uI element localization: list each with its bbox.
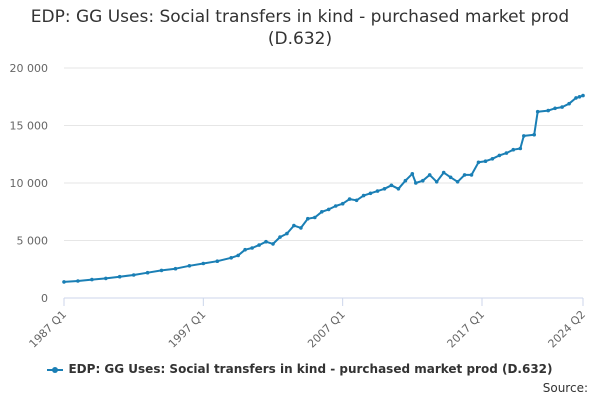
data-point	[532, 132, 536, 137]
data-point	[421, 178, 425, 183]
x-tick-labels: 1987 Q1 1997 Q1 2007 Q1 2017 Q1 2024 Q2	[27, 308, 589, 351]
data-point	[469, 173, 474, 177]
data-point	[535, 109, 540, 114]
data-point	[299, 226, 303, 230]
data-point	[131, 273, 136, 277]
data-point	[76, 279, 80, 283]
x-tick-label: 2017 Q1	[445, 308, 488, 351]
data-point	[581, 93, 585, 98]
data-point	[347, 197, 352, 201]
data-point	[567, 101, 571, 106]
source-label: Source:	[542, 381, 588, 395]
data-point	[257, 243, 261, 247]
x-tick-label: 2024 Q2	[546, 308, 589, 351]
data-point	[375, 189, 380, 193]
gridlines	[64, 67, 583, 241]
data-point	[455, 180, 460, 184]
data-point	[278, 235, 282, 239]
data-point	[560, 105, 564, 109]
data-point	[396, 187, 401, 191]
data-point	[159, 268, 164, 273]
data-point	[306, 216, 310, 221]
data-point	[250, 246, 254, 250]
data-point	[504, 151, 509, 155]
data-point	[117, 274, 122, 279]
data-point	[490, 157, 495, 161]
data-point	[389, 183, 394, 188]
x-tick-label: 1997 Q1	[166, 308, 209, 351]
data-point	[271, 242, 275, 246]
data-point	[173, 266, 178, 271]
legend-swatch	[47, 366, 64, 373]
data-point	[320, 210, 324, 214]
data-point	[462, 173, 467, 177]
data-point	[518, 146, 523, 151]
y-tick-label: 0	[41, 292, 48, 305]
x-tick-label: 2007 Q1	[305, 308, 348, 351]
data-point	[441, 170, 446, 175]
y-tick-label: 10 000	[10, 177, 49, 190]
data-point	[382, 187, 387, 191]
data-point	[229, 255, 233, 260]
series-line	[63, 94, 584, 283]
data-point	[243, 247, 247, 252]
data-point	[483, 159, 488, 163]
data-point	[577, 95, 582, 99]
legend-label: EDP: GG Uses: Social transfers in kind -…	[68, 362, 553, 376]
x-axis	[63, 297, 584, 306]
y-tick-label: 5 000	[17, 235, 49, 248]
data-point	[354, 198, 359, 203]
data-point	[511, 147, 516, 152]
data-point	[497, 153, 502, 158]
data-point	[333, 204, 338, 208]
y-tick-label: 20 000	[10, 62, 49, 75]
data-point	[326, 207, 331, 212]
data-point	[427, 173, 432, 177]
y-tick-label: 15 000	[10, 120, 49, 133]
data-point	[522, 134, 526, 138]
data-point	[448, 175, 453, 180]
data-point	[434, 180, 439, 184]
data-point	[285, 231, 289, 236]
y-tick-labels: 0 5 000 10 000 15 000 20 000	[10, 62, 49, 305]
data-point	[403, 178, 408, 183]
data-point	[476, 160, 481, 165]
data-point	[340, 201, 345, 206]
data-point	[313, 215, 317, 220]
data-point	[201, 261, 206, 266]
series[interactable]	[62, 93, 585, 284]
chart-title: EDP: GG Uses: Social transfers in kind -…	[30, 7, 570, 49]
data-point	[215, 259, 220, 264]
legend[interactable]: EDP: GG Uses: Social transfers in kind -…	[0, 362, 600, 376]
data-point	[104, 276, 108, 281]
data-point	[62, 280, 66, 284]
x-tick-label: 1987 Q1	[27, 308, 70, 351]
data-point	[410, 172, 415, 176]
data-point	[368, 191, 373, 196]
data-point	[292, 223, 296, 228]
data-point	[187, 264, 192, 268]
data-point	[414, 181, 418, 185]
data-point	[264, 239, 268, 244]
data-point	[90, 277, 94, 282]
data-point	[574, 96, 578, 100]
data-point	[546, 108, 550, 113]
data-point	[361, 193, 366, 198]
data-point	[145, 270, 150, 275]
data-point	[236, 253, 240, 258]
data-point	[553, 106, 557, 111]
